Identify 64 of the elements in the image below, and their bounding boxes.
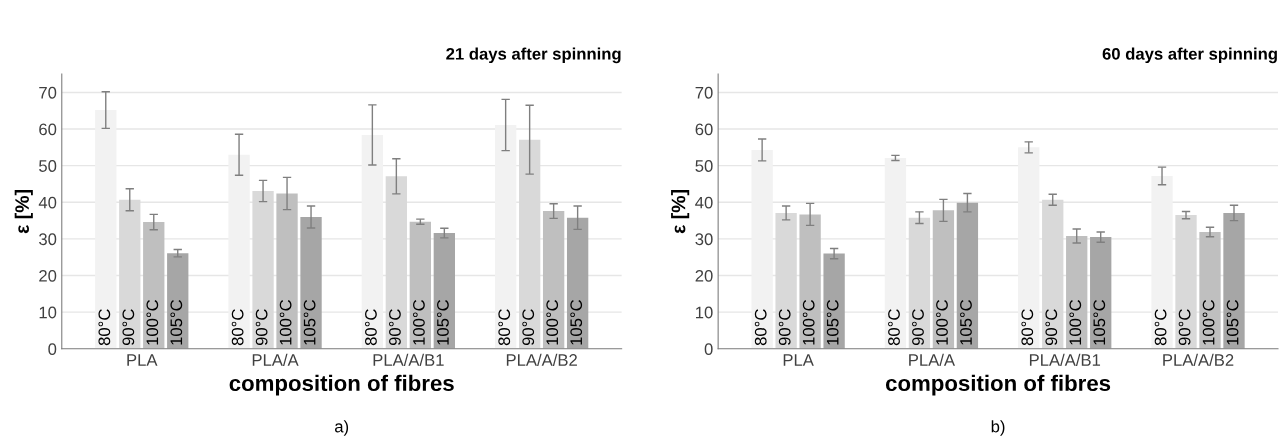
text: 80°C bbox=[365, 309, 377, 346]
x-tick-label: PLA bbox=[127, 354, 158, 366]
y-tick-label: 40 bbox=[695, 196, 713, 209]
series-label: 90°C bbox=[389, 309, 401, 346]
y-tick-label: 20 bbox=[39, 269, 57, 282]
text: 80°C bbox=[754, 309, 767, 346]
text: 90°C bbox=[522, 309, 535, 346]
y-tick-label: 0 bbox=[704, 343, 713, 355]
x-axis-title: composition of fibres bbox=[885, 374, 1111, 396]
text: 90°C bbox=[255, 309, 268, 346]
x-tick-label: PLA/A/B1 bbox=[1029, 353, 1101, 366]
x-tick-label: PLA/A/B2 bbox=[1163, 353, 1234, 366]
series-label: 80°C bbox=[231, 309, 244, 346]
y-tick-label: 10 bbox=[39, 306, 57, 319]
series-label: 100°C bbox=[546, 300, 559, 345]
text: 100°C bbox=[1069, 300, 1082, 345]
y-tick-label: 60 bbox=[39, 123, 57, 136]
x-tick-label: PLA/A/B2 bbox=[506, 353, 577, 366]
text: 100°C bbox=[413, 300, 425, 345]
text: 90°C bbox=[912, 309, 924, 346]
series-label: 105°C bbox=[960, 300, 972, 345]
y-tick-label: 30 bbox=[695, 233, 713, 246]
series-label: 90°C bbox=[1045, 309, 1058, 346]
series-label: 80°C bbox=[888, 309, 900, 346]
text: 90°C bbox=[1178, 309, 1191, 346]
series-label: 100°C bbox=[802, 300, 815, 345]
text: 105°C bbox=[170, 300, 183, 345]
y-tick-label: 30 bbox=[39, 233, 57, 246]
chart-title: 21 days after spinning bbox=[446, 47, 621, 64]
y-tick-label: 50 bbox=[695, 160, 713, 172]
text: 80°C bbox=[1021, 309, 1034, 346]
x-tick-label: PLA/A bbox=[252, 353, 299, 366]
text: 105°C bbox=[1093, 300, 1106, 345]
text: 90°C bbox=[122, 309, 135, 346]
y-tick-label: 0 bbox=[48, 343, 57, 355]
y-tick-label: 10 bbox=[696, 306, 713, 319]
y-tick-label: 70 bbox=[39, 86, 57, 99]
text: 105°C bbox=[826, 300, 839, 345]
y-tick-label: 70 bbox=[695, 86, 713, 99]
text: 100°C bbox=[1202, 300, 1215, 345]
text: 100°C bbox=[146, 300, 159, 345]
y-tick-label: 40 bbox=[38, 196, 57, 209]
y-axis-title: ε [%] bbox=[671, 190, 690, 234]
y-tick-label: 60 bbox=[695, 123, 713, 136]
text: 105°C bbox=[1226, 300, 1239, 345]
x-tick-label: PLA/A/B1 bbox=[373, 353, 444, 366]
text: 105°C bbox=[437, 300, 449, 345]
text: 80°C bbox=[498, 309, 511, 346]
series-label: 105°C bbox=[303, 300, 316, 345]
text: 100°C bbox=[279, 300, 292, 345]
text: 80°C bbox=[1154, 309, 1167, 346]
text: a) bbox=[335, 420, 349, 436]
x-tick-label: PLA/A bbox=[909, 353, 956, 366]
text: 80°C bbox=[98, 309, 111, 346]
x-axis-title: composition of fibres bbox=[229, 374, 454, 396]
chart-title: 60 days after spinning bbox=[1102, 47, 1277, 64]
text: b) bbox=[991, 420, 1005, 436]
y-tick-label: 50 bbox=[39, 160, 57, 172]
text: 105°C bbox=[570, 300, 583, 345]
text: 90°C bbox=[778, 309, 791, 346]
y-tick-label: 20 bbox=[695, 269, 713, 282]
x-tick-label: PLA bbox=[783, 354, 814, 366]
text: 100°C bbox=[936, 300, 948, 345]
y-axis-title: ε [%] bbox=[14, 190, 33, 234]
